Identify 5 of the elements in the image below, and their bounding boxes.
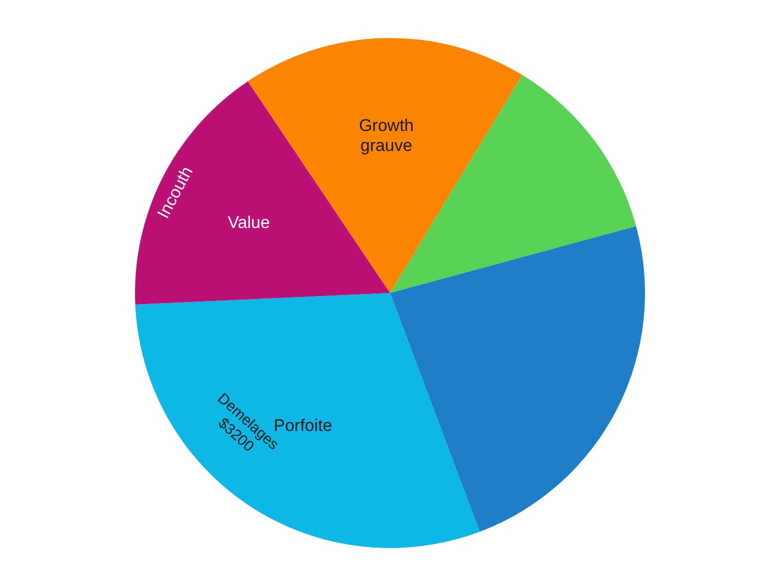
pie-slice [390,226,645,532]
slice-label: Growth grauve [358,116,414,155]
slice-label: Porfoite [274,416,332,435]
pie-slice [135,293,480,548]
slice-label: Value [228,212,270,232]
